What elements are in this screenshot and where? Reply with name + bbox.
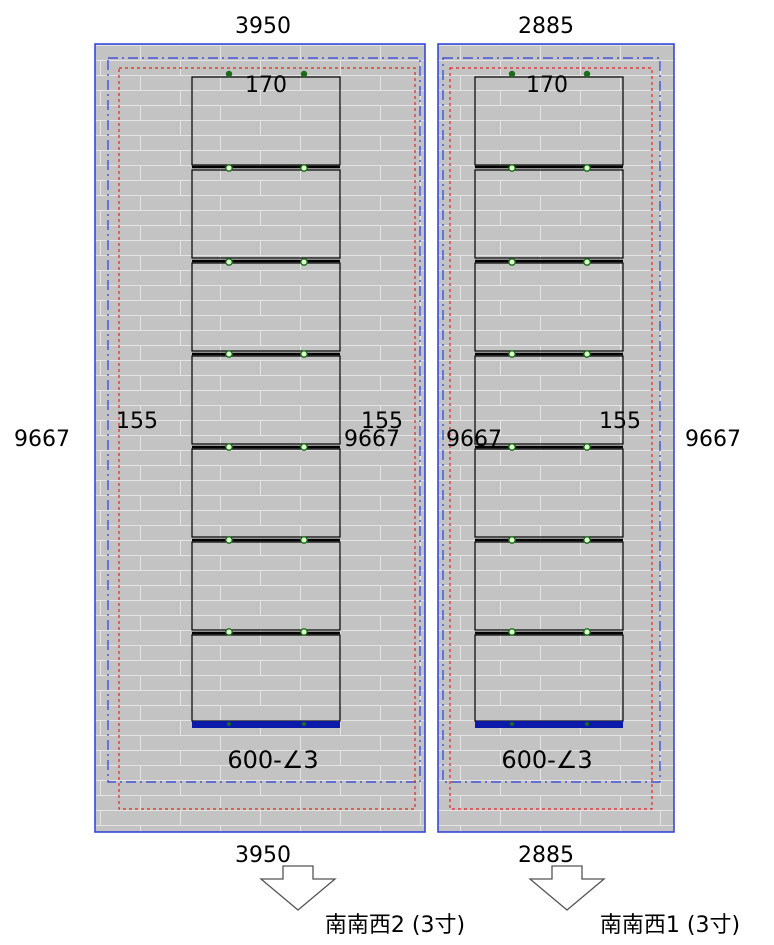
mount-point: [583, 164, 591, 172]
roof-right-panel-array: [474, 70, 624, 728]
left-margin-label: 155: [116, 409, 158, 434]
panel-row: [191, 76, 341, 166]
mount-point: [583, 70, 591, 78]
panel-row: [474, 448, 624, 538]
roof-right-setback-blue: [442, 57, 661, 783]
mount-point: [583, 536, 591, 544]
mount-point: [225, 536, 233, 544]
top-spacing-label: 170: [526, 73, 568, 98]
panel-spec-label: 600-∠3: [501, 746, 592, 774]
panel-row: [474, 541, 624, 631]
right-height-label: 9667: [344, 427, 400, 452]
right-margin-label: 155: [599, 409, 641, 434]
mount-point: [225, 350, 233, 358]
panel-row: [191, 355, 341, 445]
mount-point: [583, 628, 591, 636]
mount-point: [508, 350, 516, 358]
base-bar: [192, 721, 340, 728]
mount-point: [300, 628, 308, 636]
roof-left-setback-blue: [107, 57, 421, 783]
roof-left-setback-red: [118, 67, 416, 810]
mount-point: [508, 70, 516, 78]
mount-point: [225, 628, 233, 636]
top-width-label: 2885: [518, 14, 574, 39]
mount-point: [583, 443, 591, 451]
right-margin-label: 155: [361, 409, 403, 434]
base-bar: [475, 721, 623, 728]
direction-label: 南南西1 (3寸): [600, 913, 740, 938]
mount-point: [510, 722, 514, 726]
panel-row: [474, 169, 624, 259]
right-height-label: 9667: [685, 427, 741, 452]
mount-point: [225, 70, 233, 78]
mount-point: [583, 258, 591, 266]
mount-point: [227, 722, 231, 726]
mount-point: [508, 536, 516, 544]
panel-row: [191, 448, 341, 538]
mount-point: [300, 350, 308, 358]
mount-point: [225, 164, 233, 172]
roof-right-surface: [437, 43, 675, 833]
roof-left-panel-array: [191, 70, 341, 728]
mount-point: [300, 164, 308, 172]
panel-row: [191, 262, 341, 352]
mount-point: [508, 258, 516, 266]
mount-point: [300, 443, 308, 451]
panel-row: [191, 541, 341, 631]
mount-point: [585, 722, 589, 726]
panel-spec-label: 600-∠3: [227, 746, 318, 774]
mount-point: [300, 536, 308, 544]
panel-row: [474, 76, 624, 166]
bottom-width-label: 2885: [518, 843, 574, 868]
mount-point: [225, 258, 233, 266]
mount-point: [508, 628, 516, 636]
mount-point: [225, 443, 233, 451]
roof-left-surface: [94, 43, 426, 833]
top-width-label: 3950: [235, 14, 291, 39]
left-height-label: 9667: [446, 427, 502, 452]
panel-row: [191, 169, 341, 259]
mount-point: [508, 164, 516, 172]
mount-point: [508, 443, 516, 451]
roof-right: 2885 170 9667 155 9667 600-∠3 2885 南南西1 …: [437, 14, 741, 938]
direction-label: 南南西2 (3寸): [325, 913, 465, 938]
roof-right-setback-red: [449, 67, 653, 810]
panel-row: [474, 355, 624, 445]
down-arrow-icon: [259, 865, 337, 911]
mount-point: [583, 350, 591, 358]
top-spacing-label: 170: [245, 73, 287, 98]
mount-point: [300, 70, 308, 78]
mount-point: [300, 258, 308, 266]
roof-left: 3950 170 9667 155 155 9667 600-∠3 3950 南…: [14, 14, 465, 938]
left-height-label: 9667: [14, 427, 70, 452]
panel-row: [474, 262, 624, 352]
mount-point: [302, 722, 306, 726]
bottom-width-label: 3950: [235, 843, 291, 868]
down-arrow-icon: [528, 865, 606, 911]
